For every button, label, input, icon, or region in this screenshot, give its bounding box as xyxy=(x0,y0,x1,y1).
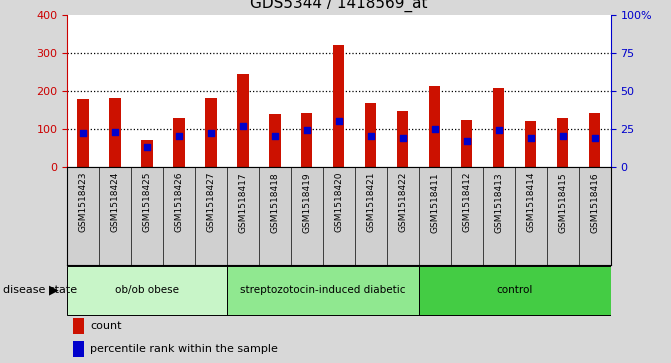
Bar xyxy=(205,98,217,167)
Bar xyxy=(419,266,611,315)
Text: GSM1518416: GSM1518416 xyxy=(590,172,599,233)
Point xyxy=(429,126,440,132)
Bar xyxy=(429,86,440,167)
Point xyxy=(174,134,185,139)
Text: GSM1518413: GSM1518413 xyxy=(495,172,503,233)
Bar xyxy=(238,74,248,167)
Bar xyxy=(67,266,227,315)
Text: GSM1518414: GSM1518414 xyxy=(526,172,535,232)
Text: GSM1518415: GSM1518415 xyxy=(558,172,567,233)
Bar xyxy=(142,140,152,167)
Point xyxy=(366,134,376,139)
Text: streptozotocin-induced diabetic: streptozotocin-induced diabetic xyxy=(240,285,405,295)
Point xyxy=(301,127,312,133)
Text: control: control xyxy=(497,285,533,295)
Point xyxy=(525,135,536,141)
Point xyxy=(109,129,120,135)
Point xyxy=(78,131,89,136)
Bar xyxy=(589,113,601,167)
Point xyxy=(462,138,472,144)
Bar xyxy=(557,118,568,167)
Bar xyxy=(461,120,472,167)
Bar xyxy=(493,88,505,167)
Point xyxy=(142,144,152,150)
Point xyxy=(493,127,504,133)
Bar xyxy=(333,45,344,167)
Text: GSM1518419: GSM1518419 xyxy=(303,172,311,233)
Bar xyxy=(365,103,376,167)
Text: ob/ob obese: ob/ob obese xyxy=(115,285,179,295)
Text: GSM1518423: GSM1518423 xyxy=(79,172,88,232)
Text: GSM1518417: GSM1518417 xyxy=(238,172,248,233)
Text: GSM1518426: GSM1518426 xyxy=(174,172,183,232)
Text: GSM1518421: GSM1518421 xyxy=(366,172,375,232)
Bar xyxy=(77,99,89,167)
Point xyxy=(270,134,280,139)
Text: ▶: ▶ xyxy=(50,284,59,297)
Point xyxy=(205,131,216,136)
Bar xyxy=(72,341,85,357)
Bar xyxy=(269,114,280,167)
Point xyxy=(558,134,568,139)
Text: GSM1518425: GSM1518425 xyxy=(142,172,152,232)
Bar xyxy=(397,111,409,167)
Point xyxy=(397,135,408,141)
Title: GDS5344 / 1418569_at: GDS5344 / 1418569_at xyxy=(250,0,427,12)
Text: disease state: disease state xyxy=(3,285,77,295)
Text: GSM1518422: GSM1518422 xyxy=(399,172,407,232)
Point xyxy=(238,123,248,129)
Point xyxy=(589,135,600,141)
Point xyxy=(333,118,344,124)
Bar xyxy=(301,113,313,167)
Text: GSM1518420: GSM1518420 xyxy=(334,172,344,232)
Text: GSM1518411: GSM1518411 xyxy=(430,172,440,233)
Bar xyxy=(72,318,85,334)
Text: GSM1518412: GSM1518412 xyxy=(462,172,471,232)
Text: GSM1518418: GSM1518418 xyxy=(270,172,279,233)
Text: GSM1518427: GSM1518427 xyxy=(207,172,215,232)
Text: count: count xyxy=(90,321,121,331)
Bar xyxy=(109,98,121,167)
Bar xyxy=(173,118,185,167)
Text: percentile rank within the sample: percentile rank within the sample xyxy=(90,344,278,354)
Text: GSM1518424: GSM1518424 xyxy=(111,172,119,232)
Bar xyxy=(227,266,419,315)
Bar xyxy=(525,121,536,167)
